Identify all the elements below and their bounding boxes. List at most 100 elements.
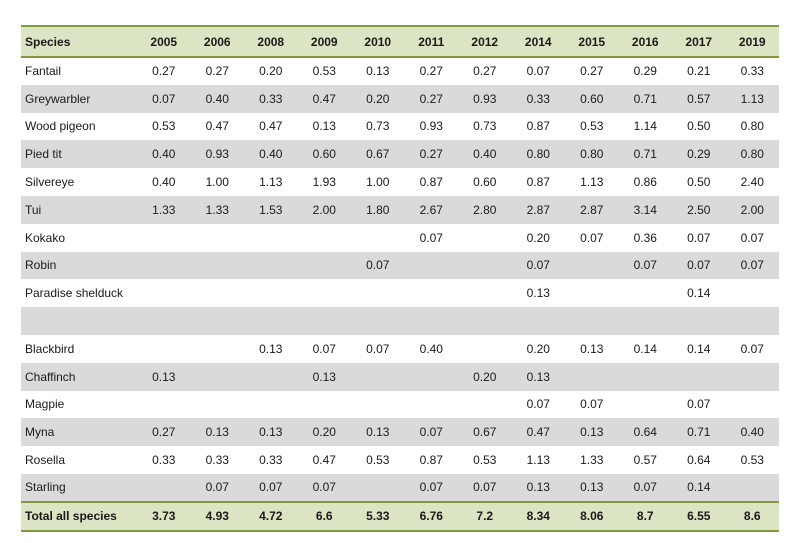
value-cell <box>137 335 191 363</box>
value-cell: 0.13 <box>526 369 550 384</box>
header-row: Species 2005 2006 2008 2009 2010 2011 2012 2014 2… <box>21 26 779 57</box>
value-cell: 0.47 <box>526 425 550 440</box>
value-cell <box>137 224 191 252</box>
value-cell: 1.13 <box>526 453 550 468</box>
value-cell: 1.33 <box>152 202 176 217</box>
total-value-cell: 6.6 <box>315 509 333 524</box>
value-cell: 2.87 <box>580 202 604 217</box>
value-cell <box>191 391 245 419</box>
value-cell <box>351 279 405 307</box>
value-cell: 2.40 <box>740 175 764 190</box>
value-cell: 0.20 <box>473 369 497 384</box>
value-cell: 0.07 <box>312 341 336 356</box>
value-cell <box>191 224 245 252</box>
value-cell: 0.13 <box>580 425 604 440</box>
total-row: Total all species 3.73 4.93 4.72 6.6 5.33 6.76… <box>21 501 779 531</box>
value-cell: 0.29 <box>633 64 657 79</box>
value-cell: 0.29 <box>687 147 711 162</box>
value-cell: 0.13 <box>366 64 390 79</box>
table-row: Rosella 0.33 0.33 0.33 0.47 0.53 0.87 0.53 1.13 1… <box>21 446 779 474</box>
value-cell: 0.87 <box>419 175 443 190</box>
value-cell: 0.57 <box>633 453 657 468</box>
column-header-year: 2006 <box>203 34 231 49</box>
value-cell: 1.13 <box>740 91 764 106</box>
value-cell: 0.20 <box>259 64 283 79</box>
value-cell: 1.13 <box>580 175 604 190</box>
value-cell: 0.07 <box>419 230 443 245</box>
value-cell: 0.07 <box>366 258 390 273</box>
value-cell: 1.33 <box>205 202 229 217</box>
value-cell <box>726 391 780 419</box>
table-row: Starling 0.07 0.07 0.07 0.07 0.07 0.13 0.13 0.07… <box>21 473 780 502</box>
value-cell <box>351 474 405 502</box>
value-cell: 1.33 <box>580 453 604 468</box>
value-cell: 0.07 <box>633 480 657 495</box>
value-cell: 0.40 <box>473 147 497 162</box>
value-cell: 0.53 <box>580 119 604 134</box>
value-cell: 0.07 <box>740 230 764 245</box>
value-cell: 0.47 <box>312 453 336 468</box>
value-cell <box>244 363 298 391</box>
value-cell <box>458 335 512 363</box>
species-name-cell: Chaffinch <box>25 369 76 384</box>
value-cell: 0.07 <box>526 258 550 273</box>
value-cell: 0.57 <box>687 91 711 106</box>
value-cell: 0.07 <box>312 480 336 495</box>
value-cell <box>726 307 780 335</box>
value-cell: 0.07 <box>205 480 229 495</box>
value-cell: 0.93 <box>419 119 443 134</box>
value-cell <box>191 335 245 363</box>
value-cell: 0.07 <box>633 258 657 273</box>
value-cell <box>672 363 726 391</box>
value-cell: 0.40 <box>259 147 283 162</box>
value-cell: 0.67 <box>473 425 497 440</box>
species-name-cell: Greywarbler <box>25 91 91 106</box>
value-cell: 0.40 <box>152 147 176 162</box>
value-cell: 2.80 <box>473 202 497 217</box>
value-cell: 0.27 <box>419 64 443 79</box>
species-name-cell <box>21 307 137 335</box>
value-cell: 0.33 <box>259 453 283 468</box>
value-cell: 0.53 <box>473 453 497 468</box>
value-cell: 0.13 <box>526 286 550 301</box>
column-header-year: 2014 <box>524 34 552 49</box>
value-cell: 0.14 <box>633 341 657 356</box>
table-row: Wood pigeon 0.53 0.47 0.47 0.13 0.73 0.93 0.73 0… <box>21 113 779 141</box>
value-cell <box>298 252 352 280</box>
column-header-year: 2017 <box>685 34 713 49</box>
total-value-cell: 8.6 <box>743 509 761 524</box>
value-cell <box>351 363 405 391</box>
value-cell: 0.36 <box>633 230 657 245</box>
species-name-cell: Robin <box>25 258 57 273</box>
value-cell <box>458 391 512 419</box>
column-header-year: 2016 <box>631 34 659 49</box>
table-row: Pied tit 0.40 0.93 0.40 0.60 0.67 0.27 0.40 0.80… <box>21 140 779 169</box>
species-name-cell: Magpie <box>25 397 65 412</box>
value-cell: 0.86 <box>633 175 657 190</box>
value-cell: 0.07 <box>152 91 176 106</box>
value-cell: 1.80 <box>366 202 390 217</box>
total-value-cell: 5.33 <box>366 509 390 524</box>
value-cell: 0.13 <box>312 119 336 134</box>
table-row: Fantail 0.27 0.27 0.20 0.53 0.13 0.27 0.27 0.07 0… <box>21 57 779 85</box>
value-cell <box>137 474 191 502</box>
value-cell <box>619 391 673 419</box>
value-cell: 0.21 <box>687 64 711 79</box>
value-cell: 0.93 <box>205 147 229 162</box>
value-cell <box>298 391 352 419</box>
total-value-cell: 8.7 <box>636 509 654 524</box>
value-cell <box>726 474 780 502</box>
total-value-cell: 4.93 <box>205 509 229 524</box>
value-cell: 0.40 <box>205 91 229 106</box>
value-cell: 0.27 <box>580 64 604 79</box>
value-cell: 0.07 <box>740 341 764 356</box>
value-cell: 0.87 <box>526 119 550 134</box>
value-cell: 1.13 <box>259 175 283 190</box>
value-cell: 0.40 <box>152 175 176 190</box>
value-cell: 0.07 <box>259 480 283 495</box>
value-cell <box>619 307 673 335</box>
value-cell <box>565 279 619 307</box>
table-row: Greywarbler 0.07 0.40 0.33 0.47 0.20 0.27 0.93 0… <box>21 84 779 113</box>
value-cell: 0.80 <box>580 147 604 162</box>
value-cell <box>565 307 619 335</box>
